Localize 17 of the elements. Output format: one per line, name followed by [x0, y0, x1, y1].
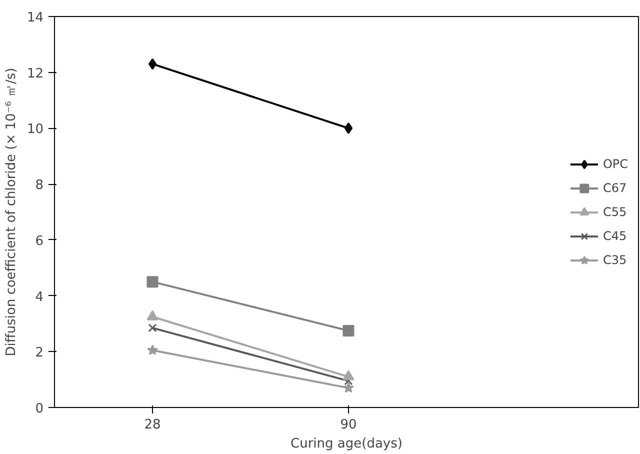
- y-tick-label: 6: [35, 234, 44, 249]
- legend-label: OPC: [602, 156, 628, 170]
- y-tick-label: 4: [35, 290, 44, 305]
- y-axis-title: Diffusion coefficient of chloride (× 10⁻⁶ ㎡/s): [4, 68, 19, 356]
- x-axis-title: Curing age(days): [290, 436, 402, 452]
- x-tick-label: 28: [144, 418, 161, 432]
- y-tick-label: 12: [26, 66, 44, 82]
- legend-label: C45: [602, 228, 627, 242]
- y-tick-label: 10: [26, 122, 44, 138]
- y-tick-label: 2: [35, 346, 44, 361]
- y-tick-label: 0: [35, 402, 44, 416]
- legend-label: C35: [602, 252, 627, 266]
- y-tick-label: 8: [35, 178, 44, 194]
- legend-label: C67: [602, 180, 627, 194]
- y-tick-label: 14: [26, 10, 44, 26]
- legend-label: C55: [602, 204, 627, 218]
- x-tick-label: 90: [340, 418, 357, 432]
